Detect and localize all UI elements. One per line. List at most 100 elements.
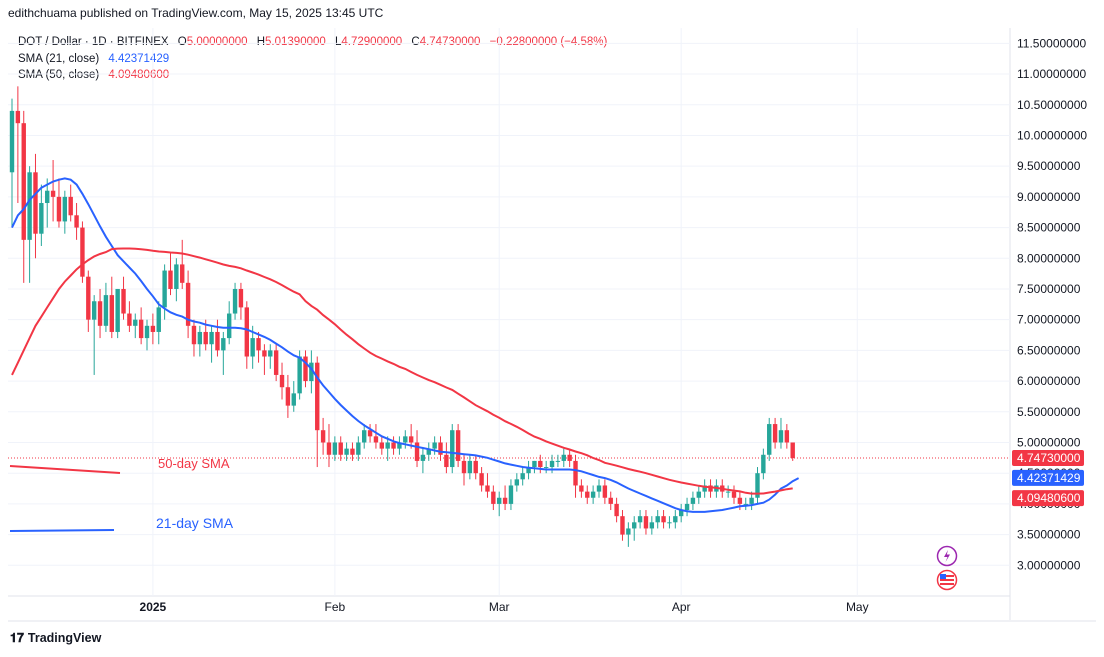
candle-body bbox=[614, 503, 619, 517]
candle-body bbox=[232, 288, 238, 314]
candle-body bbox=[438, 442, 443, 455]
candle-body bbox=[749, 497, 754, 504]
candle-body bbox=[426, 448, 431, 455]
moving-averages bbox=[11, 177, 800, 513]
candle-body bbox=[485, 485, 490, 492]
y-tick-label: 7.50000000 bbox=[1017, 282, 1081, 296]
candle-body bbox=[27, 172, 32, 240]
candle-body bbox=[285, 387, 291, 406]
candle-body bbox=[338, 442, 343, 455]
price-axis[interactable]: 11.50000000 11.00000000 10.50000000 10.0000… bbox=[1017, 36, 1087, 572]
annotations: 50-day SMA 21-day SMA bbox=[9, 456, 234, 532]
candle-body bbox=[174, 264, 179, 289]
candle-body bbox=[221, 338, 226, 351]
y-tick-label: 8.00000000 bbox=[1017, 251, 1081, 265]
candle-body bbox=[268, 350, 273, 357]
candle-body bbox=[238, 288, 244, 308]
candle-body bbox=[356, 442, 361, 455]
candle-body bbox=[273, 350, 279, 375]
candle-body bbox=[367, 430, 373, 437]
change-value: −0.22800000 (−4.58%) bbox=[489, 36, 608, 48]
candle-body bbox=[373, 436, 379, 443]
candle-body bbox=[133, 319, 138, 326]
candle-body bbox=[97, 301, 103, 326]
candle-body bbox=[473, 460, 478, 474]
sma50-annotation-line bbox=[9, 465, 121, 474]
y-tick-label: 3.50000000 bbox=[1017, 528, 1081, 542]
sma21-legend-row[interactable]: SMA (21, close) 4.42371429 bbox=[18, 51, 607, 68]
candle-body bbox=[491, 491, 496, 504]
candle-body bbox=[403, 436, 408, 443]
close-value: 4.74730000 bbox=[419, 36, 481, 48]
candle-body bbox=[626, 528, 631, 535]
grid bbox=[8, 28, 1096, 622]
candle-body bbox=[508, 485, 514, 504]
sma21-annotation-line bbox=[9, 529, 115, 532]
candle-body bbox=[103, 295, 109, 326]
candle-body bbox=[168, 270, 173, 289]
candle-body bbox=[608, 497, 613, 504]
sma21-badge bbox=[1012, 469, 1084, 486]
candle-body bbox=[180, 264, 185, 283]
tradingview-logo[interactable]: 𝟏𝟕 TradingView bbox=[10, 631, 102, 645]
last-price-badge bbox=[1012, 450, 1084, 467]
candle-body bbox=[226, 313, 232, 339]
sma50-badge bbox=[1012, 490, 1084, 507]
candle-body bbox=[772, 424, 778, 443]
candle-body bbox=[455, 430, 461, 461]
candle-body bbox=[555, 460, 561, 462]
candles bbox=[9, 86, 795, 547]
candle-body bbox=[432, 442, 437, 449]
candle-body bbox=[279, 374, 285, 388]
candle-body bbox=[397, 442, 402, 449]
candle-body bbox=[590, 491, 596, 498]
candle-body bbox=[790, 442, 795, 459]
symbol-label[interactable]: DOT / Dollar · 1D · BITFINEX bbox=[18, 36, 169, 48]
candle-body bbox=[138, 319, 144, 339]
x-tick-label: May bbox=[846, 600, 869, 614]
y-tick-label: 5.50000000 bbox=[1017, 405, 1081, 419]
candle-body bbox=[56, 196, 62, 222]
time-axis[interactable]: 2025 Feb Mar Apr May bbox=[140, 600, 869, 614]
candle-body bbox=[678, 510, 684, 517]
sma50-value: 4.09480600 bbox=[108, 69, 170, 81]
close-label: C bbox=[411, 36, 420, 48]
candle-body bbox=[643, 516, 649, 529]
candle-body bbox=[297, 356, 302, 394]
y-tick-label: 5.00000000 bbox=[1017, 435, 1081, 449]
candle-body bbox=[39, 203, 44, 234]
candle-body bbox=[414, 442, 420, 461]
candle-body bbox=[543, 467, 549, 469]
candle-body bbox=[127, 313, 132, 326]
candle-body bbox=[191, 325, 197, 345]
publisher-attribution: edithchuama published on TradingView.com… bbox=[8, 6, 384, 20]
chart-tools[interactable] bbox=[936, 545, 958, 591]
candle-body bbox=[326, 442, 332, 455]
candle-body bbox=[579, 485, 584, 492]
sma50-badge-text: 4.09480600 bbox=[1017, 491, 1081, 505]
low-label: L bbox=[335, 36, 342, 48]
candle-body bbox=[362, 430, 367, 443]
candle-body bbox=[45, 190, 50, 204]
chart-legend: DOT / Dollar · 1D · BITFINEX O5.00000000… bbox=[18, 34, 607, 84]
candle-body bbox=[731, 491, 737, 498]
candle-body bbox=[620, 516, 625, 535]
candle-body bbox=[673, 516, 678, 523]
candle-body bbox=[655, 516, 660, 523]
candle-body bbox=[725, 491, 731, 493]
candle-body bbox=[497, 497, 502, 504]
candle-body bbox=[121, 288, 126, 314]
candle-body bbox=[761, 454, 766, 474]
sma50-legend-row[interactable]: SMA (50, close) 4.09480600 bbox=[18, 67, 607, 84]
candle-body bbox=[637, 516, 643, 523]
y-tick-label: 9.00000000 bbox=[1017, 190, 1081, 204]
candle-body bbox=[21, 123, 26, 240]
candle-body bbox=[33, 172, 38, 234]
y-tick-label: 3.00000000 bbox=[1017, 558, 1081, 572]
ohlc-row: DOT / Dollar · 1D · BITFINEX O5.00000000… bbox=[18, 34, 607, 51]
candle-body bbox=[185, 282, 191, 326]
candle-body bbox=[696, 491, 701, 498]
x-tick-label: Apr bbox=[672, 600, 691, 614]
candle-body bbox=[315, 362, 320, 431]
